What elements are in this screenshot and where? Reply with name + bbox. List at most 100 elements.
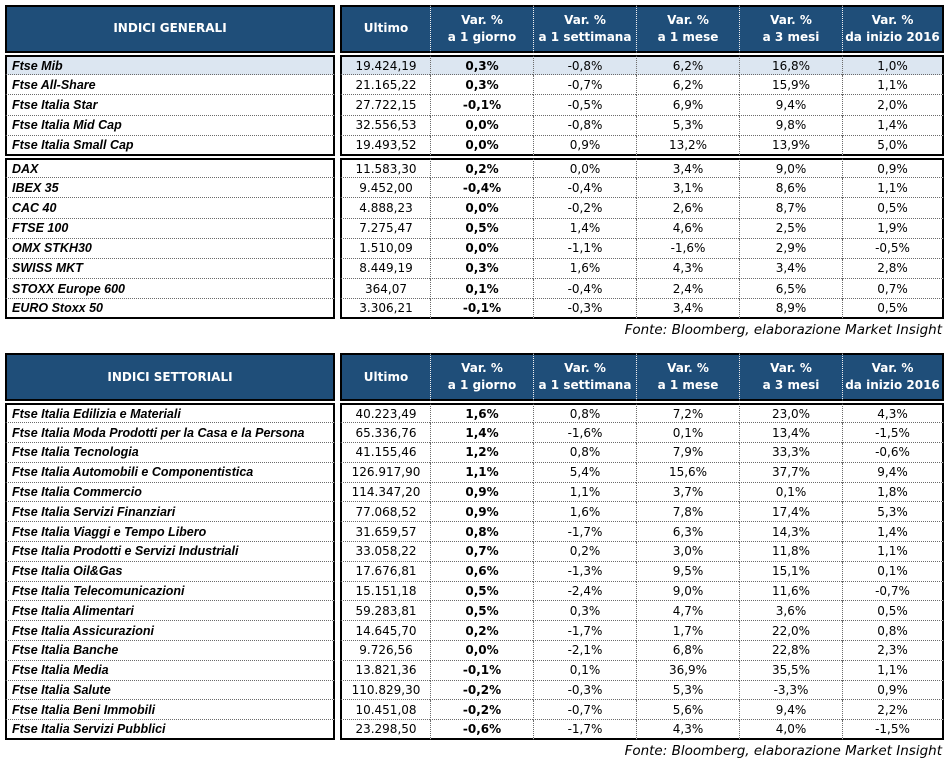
var-pct-value: -0,8% [533, 55, 636, 76]
index-name: FTSE 100 [5, 218, 335, 239]
var-pct-value: 13,4% [739, 423, 842, 444]
var-pct-value: 3,4% [636, 299, 739, 320]
table-row: Ftse Italia Small Cap 19.493,52 0,0% 0,9% 13… [5, 135, 944, 156]
panel-gap [335, 482, 340, 503]
var-pct-value: 11,8% [739, 542, 842, 562]
panel-gap [335, 178, 340, 199]
var-pct-value: -1,7% [533, 621, 636, 641]
var-pct-value: 5,3% [842, 502, 944, 523]
var-pct-value: 1,1% [842, 542, 944, 562]
table-row: Ftse All-Share 21.165,22 0,3% -0,7% 6,2% 15,9… [5, 75, 944, 96]
table-row: Ftse Italia Telecomunicazioni 15.151,18 0,… [5, 581, 944, 602]
var-pct-value: 6,2% [636, 55, 739, 76]
var-pct-value: -1,6% [636, 238, 739, 259]
var-pct-value: 5,6% [636, 700, 739, 721]
var-pct-value: 37,7% [739, 462, 842, 483]
var-pct-value: 11,6% [739, 581, 842, 602]
last-value: 364,07 [340, 279, 430, 300]
var-pct-value: 2,3% [842, 641, 944, 661]
var-pct-value: 0,3% [533, 601, 636, 622]
table-header-row: INDICI GENERALI Ultimo Var. % a 1 giorno Var… [5, 5, 944, 53]
last-value: 27.722,15 [340, 95, 430, 116]
column-header-line1: Ultimo [363, 21, 409, 36]
var-pct-value: 0,7% [430, 542, 533, 562]
panel-gap [335, 522, 340, 543]
table-row: Ftse Italia Alimentari 59.283,81 0,5% 0,3% 4… [5, 601, 944, 622]
var-pct-value: 6,5% [739, 279, 842, 300]
index-name: IBEX 35 [5, 178, 335, 199]
var-pct-value: -0,8% [533, 115, 636, 136]
table-row: Ftse Italia Servizi Pubblici 23.298,50 -0,… [5, 720, 944, 740]
var-pct-value: 23,0% [739, 403, 842, 424]
var-pct-value: 0,0% [533, 157, 636, 179]
last-value: 114.347,20 [340, 482, 430, 503]
index-name: STOXX Europe 600 [5, 279, 335, 300]
var-pct-value: -1,5% [842, 423, 944, 444]
var-pct-value: 9,4% [739, 95, 842, 116]
var-pct-value: 0,9% [842, 680, 944, 701]
column-header: Var. % a 1 giorno [430, 353, 533, 402]
var-pct-value: -1,5% [842, 720, 944, 740]
var-pct-value: 0,5% [842, 601, 944, 622]
index-name: Ftse Italia Servizi Pubblici [5, 720, 335, 740]
last-value: 7.275,47 [340, 218, 430, 239]
column-header: Var. % a 3 mesi [739, 353, 842, 402]
table-row: Ftse Italia Viaggi e Tempo Libero 31.659,… [5, 522, 944, 543]
table-row: OMX STKH30 1.510,09 0,0% -1,1% -1,6% 2,9% -0,5… [5, 238, 944, 259]
var-pct-value: -2,1% [533, 641, 636, 661]
index-name: EURO Stoxx 50 [5, 299, 335, 320]
column-header: Var. % a 1 settimana [533, 5, 636, 53]
var-pct-value: 0,0% [430, 198, 533, 219]
var-pct-value: 17,4% [739, 502, 842, 523]
var-pct-value: 2,4% [636, 279, 739, 300]
panel-gap [335, 95, 340, 116]
var-pct-value: 22,8% [739, 641, 842, 661]
var-pct-value: 2,0% [842, 95, 944, 116]
table-title: INDICI GENERALI [5, 5, 335, 53]
var-pct-value: -0,4% [430, 178, 533, 199]
table-row: STOXX Europe 600 364,07 0,1% -0,4% 2,4% 6,5% 0… [5, 279, 944, 300]
column-header-line1: Var. % [461, 361, 503, 376]
var-pct-value: 1,1% [533, 482, 636, 503]
index-name: Ftse Italia Tecnologia [5, 443, 335, 463]
panel-gap [335, 680, 340, 701]
var-pct-value: 0,5% [430, 218, 533, 239]
last-value: 15.151,18 [340, 581, 430, 602]
var-pct-value: -3,3% [739, 680, 842, 701]
var-pct-value: 0,0% [430, 641, 533, 661]
var-pct-value: 1,4% [430, 423, 533, 444]
table-row: IBEX 35 9.452,00 -0,4% -0,4% 3,1% 8,6% 1,1% [5, 178, 944, 199]
panel-gap [335, 135, 340, 156]
var-pct-value: 15,1% [739, 561, 842, 582]
table-row: Ftse Italia Salute 110.829,30 -0,2% -0,3% 5,… [5, 680, 944, 701]
var-pct-value: -0,3% [533, 680, 636, 701]
column-header-line1: Var. % [667, 12, 709, 27]
var-pct-value: 8,7% [739, 198, 842, 219]
column-header: Var. % a 1 mese [636, 5, 739, 53]
var-pct-value: 3,1% [636, 178, 739, 199]
column-header-line1: Var. % [564, 361, 606, 376]
var-pct-value: 0,9% [533, 135, 636, 156]
panel-gap [335, 720, 340, 740]
var-pct-value: 0,9% [842, 157, 944, 179]
var-pct-value: -1,6% [533, 423, 636, 444]
table-group: Ftse Mib 19.424,19 0,3% -0,8% 6,2% 16,8% 1,0% F… [5, 55, 944, 156]
index-name: Ftse Italia Assicurazioni [5, 621, 335, 641]
var-pct-value: -0,7% [533, 700, 636, 721]
panel-gap [335, 462, 340, 483]
index-name: Ftse Italia Star [5, 95, 335, 116]
var-pct-value: 15,9% [739, 75, 842, 96]
table-row: Ftse Italia Media 13.821,36 -0,1% 0,1% 36,9%… [5, 660, 944, 681]
column-header-line1: Var. % [564, 12, 606, 27]
index-name: Ftse Italia Servizi Finanziari [5, 502, 335, 523]
var-pct-value: 0,5% [842, 299, 944, 320]
last-value: 23.298,50 [340, 720, 430, 740]
source-note-sector: Fonte: Bloomberg, elaborazione Market In… [624, 742, 942, 759]
table-group: DAX 11.583,30 0,2% 0,0% 3,4% 9,0% 0,9% IBEX 35 9… [5, 157, 944, 320]
panel-gap [335, 299, 340, 320]
index-name: Ftse Italia Prodotti e Servizi Industria… [5, 542, 335, 562]
last-value: 14.645,70 [340, 621, 430, 641]
var-pct-value: 2,2% [842, 700, 944, 721]
last-value: 19.424,19 [340, 55, 430, 76]
